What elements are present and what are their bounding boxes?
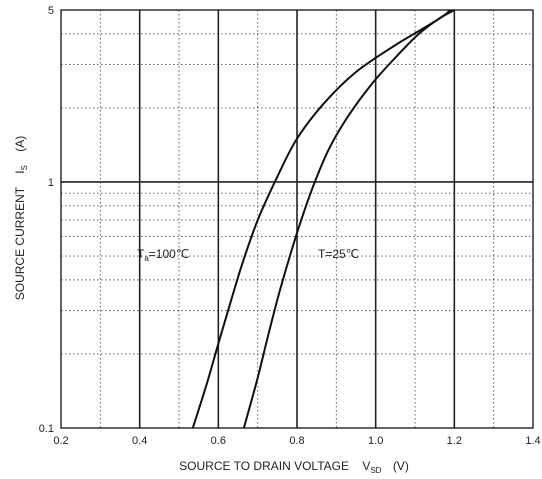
y-axis-label-main: SOURCE CURRENT [13, 186, 27, 300]
x-tick-labels: 0.2 0.4 0.6 0.8 1.0 1.2 1.4 [53, 435, 540, 447]
x-tick-label: 1.4 [525, 435, 540, 447]
y-axis-label-symbol: I [13, 170, 27, 173]
series-layer: Ta=100℃ T=25℃ [137, 9, 455, 429]
y-tick-labels: 0.1 1 5 [39, 5, 54, 435]
x-axis-label-main: SOURCE TO DRAIN VOLTAGE [179, 459, 349, 473]
x-axis-label-sub: SD [370, 466, 381, 475]
annotation-ta-sub: a [144, 254, 149, 263]
x-axis-label-unit: (V) [393, 459, 409, 473]
annotation-ta-rest: =100℃ [149, 247, 190, 261]
x-tick-label: 0.6 [211, 435, 226, 447]
y-tick-label: 1 [48, 177, 54, 189]
y-axis-label-sub: S [20, 165, 29, 170]
major-gridlines [61, 10, 533, 428]
y-tick-label: 5 [48, 5, 54, 17]
x-axis-label-symbol: V [362, 459, 370, 473]
x-tick-label: 1.2 [447, 435, 462, 447]
annotation-t-25c: T=25℃ [318, 247, 359, 261]
x-tick-label: 0.2 [53, 435, 68, 447]
x-tick-label: 1.0 [368, 435, 383, 447]
x-tick-label: 0.4 [132, 435, 147, 447]
x-tick-label: 0.8 [289, 435, 304, 447]
y-axis-label: SOURCE CURRENT IS (A) [13, 136, 30, 301]
annotation-ta-100c: Ta=100℃ [137, 247, 189, 263]
plot-frame [60, 9, 534, 429]
x-axis-label: SOURCE TO DRAIN VOLTAGE VSD (V) [179, 459, 409, 476]
series-line-t-25c [242, 9, 455, 429]
series-line-ta-100c [191, 9, 452, 429]
annotation-ta-main: T [137, 247, 145, 261]
y-tick-label: 0.1 [39, 423, 54, 435]
y-axis-label-unit: (A) [13, 136, 27, 152]
